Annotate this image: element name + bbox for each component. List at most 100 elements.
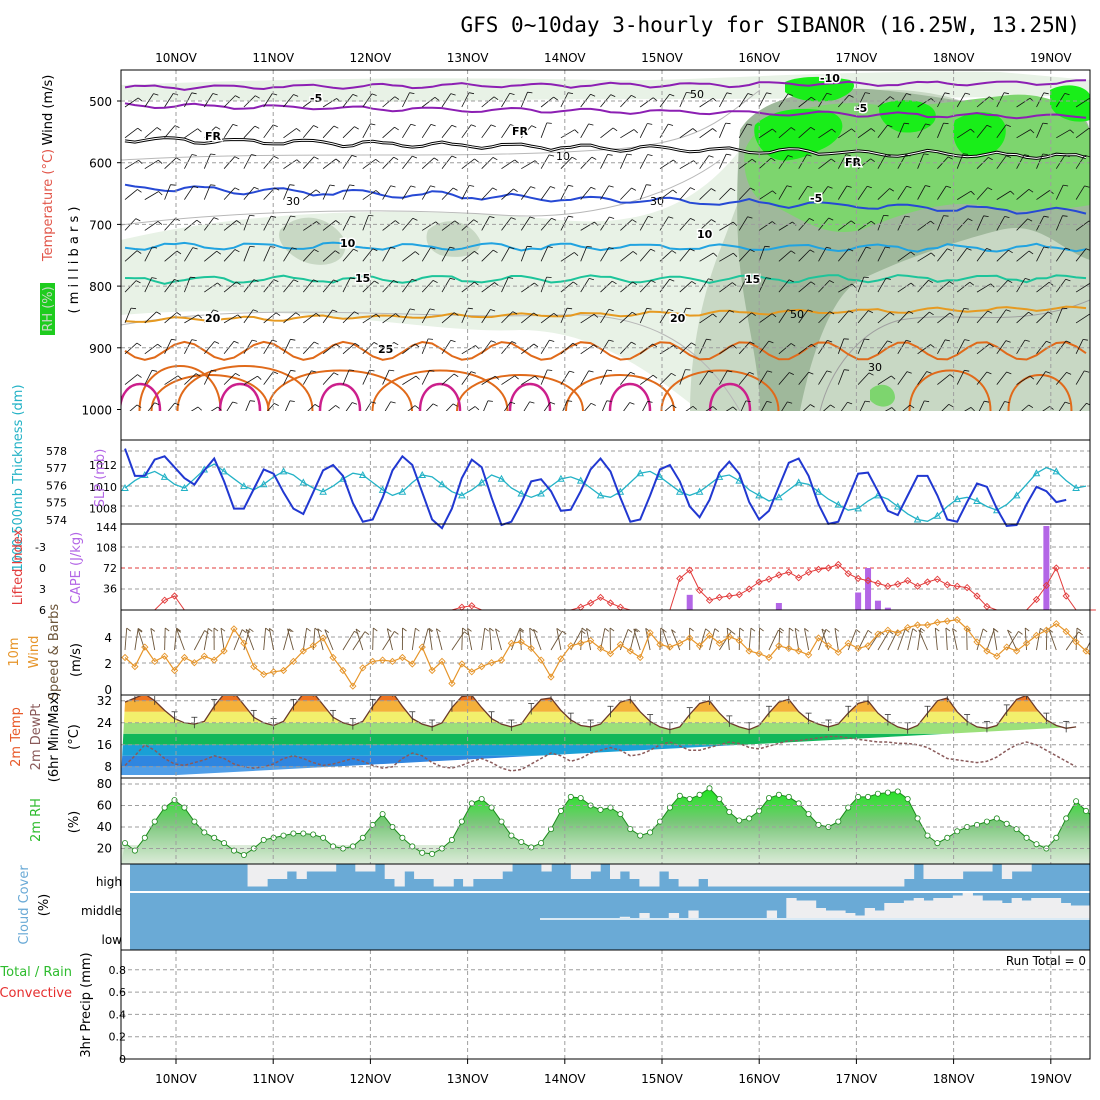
wind-barb-10m	[312, 628, 316, 651]
wind-barb	[600, 185, 610, 200]
wind-barb	[560, 252, 575, 262]
wind-barb-flag	[333, 279, 339, 283]
wind-barb-10m-flag	[220, 627, 226, 632]
date-label-top: 18NOV	[933, 51, 975, 65]
wind-speed-point	[686, 634, 694, 642]
lifted-index-point	[596, 593, 605, 602]
wind-barb	[897, 93, 907, 108]
wind-barb-flag	[289, 400, 295, 402]
wind-barb-flag	[1049, 406, 1054, 410]
date-label-top: 19NOV	[1030, 51, 1072, 65]
wind-barb	[243, 309, 254, 324]
wind-barb-flag	[151, 277, 157, 279]
thickness-point	[755, 491, 763, 499]
wind-speed-point	[606, 649, 615, 658]
wind-barb-flag	[216, 250, 222, 255]
wind-barb-flag	[375, 313, 381, 318]
wind-barb-10m-flag	[586, 628, 591, 632]
wind-barb-flag	[572, 342, 578, 347]
wind-barb-flag	[313, 279, 319, 283]
wind-barb-flag	[1024, 154, 1030, 157]
wind-barb-flag	[983, 215, 989, 217]
temp-band	[121, 722, 1077, 734]
date-label-top: 14NOV	[544, 51, 586, 65]
wind-barb	[1016, 311, 1029, 324]
wind-barb	[503, 401, 511, 411]
cloud-high-gap	[796, 864, 807, 887]
contour-label: -5	[810, 192, 822, 205]
wind-barb	[956, 153, 964, 169]
wind-barb	[384, 401, 392, 411]
wind-barb-flag	[668, 309, 674, 312]
wind-barb	[679, 248, 691, 262]
wind-barb	[798, 96, 812, 108]
wind-barb-flag	[811, 96, 816, 101]
wind-barb	[758, 92, 767, 108]
wind-barb-flag	[274, 187, 280, 191]
wind-barb	[520, 186, 531, 200]
wind-barb	[976, 125, 988, 139]
wind-barb-flag	[293, 279, 299, 283]
wind-barb	[859, 400, 866, 411]
wind-barb	[441, 340, 452, 355]
wind-tick-label: 4	[104, 631, 112, 645]
date-label-bottom: 19NOV	[1030, 1072, 1072, 1086]
thickness-point	[656, 472, 664, 480]
wind-barb	[1016, 218, 1028, 231]
wind-barb	[1056, 129, 1071, 139]
wind-speed-point	[1072, 638, 1080, 646]
wind-barb	[1075, 155, 1086, 169]
wind-barb-flag	[372, 248, 378, 252]
wind-barb-flag	[136, 404, 142, 408]
wind-barb-flag	[766, 401, 772, 403]
precip-tick-label: 0.8	[109, 964, 127, 977]
wind-barb	[679, 281, 692, 293]
rh-point	[835, 818, 842, 825]
wind-barb	[203, 184, 211, 200]
wind-barb	[144, 277, 153, 293]
wind-barb	[345, 402, 353, 411]
rh-point	[488, 804, 495, 811]
wind-barb-flag	[790, 250, 796, 254]
wind-barb	[620, 371, 631, 385]
wind-barb	[857, 310, 869, 324]
thickness-point	[458, 491, 466, 499]
lifted-tick-label: 6	[39, 604, 46, 617]
wind-barb	[699, 155, 710, 169]
cloud-middle-gap	[796, 900, 807, 918]
wind-barb-flag	[494, 282, 499, 286]
wind-barb-flag	[395, 313, 400, 318]
wind-barb	[523, 401, 530, 411]
wind-barb	[798, 185, 808, 200]
wind-barb	[659, 216, 669, 231]
cloud-middle-gap	[688, 910, 699, 918]
cloud-high-gap	[707, 864, 719, 887]
wind-barb	[956, 248, 968, 262]
wind-barb-10m	[193, 630, 205, 651]
wind-barb-flag	[371, 93, 377, 96]
wind-barb	[758, 246, 766, 262]
wind-barb	[620, 153, 628, 169]
rh-point	[498, 818, 505, 825]
wind-speed-point	[1032, 631, 1041, 640]
cloud-high-gap	[325, 864, 337, 872]
wind-barb-flag	[925, 185, 931, 188]
wind-barb-flag	[647, 154, 653, 156]
wind-barb-flag	[690, 218, 696, 221]
wind-barb	[223, 373, 236, 385]
wind-barb-flag	[135, 280, 141, 284]
wind-barb-flag	[747, 123, 753, 126]
date-label-top: 13NOV	[447, 51, 489, 65]
wind-barb	[699, 278, 709, 293]
dewpoint-2m-line	[124, 735, 1077, 772]
wind-barb-flag	[549, 339, 555, 342]
wind-barb	[421, 280, 434, 293]
rh-point	[349, 843, 356, 850]
wind-barb	[303, 97, 317, 108]
wind-barb-flag	[414, 251, 420, 256]
thickness-point	[576, 476, 585, 484]
wind-barb-flag	[572, 281, 578, 286]
wind-barb	[719, 154, 727, 169]
wind-barb-10m-flag	[855, 629, 861, 633]
wind-barb-flag	[249, 215, 255, 217]
